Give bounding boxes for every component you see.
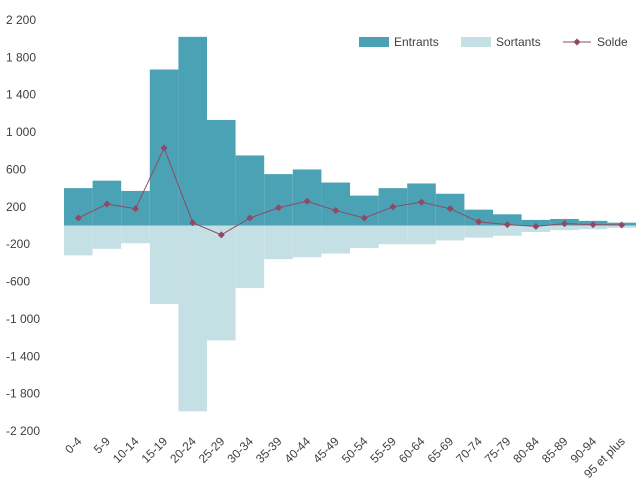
bar-sortants-45-49	[321, 225, 350, 254]
x-tick-label: 15-19	[139, 434, 171, 466]
bar-entrants-75-79	[493, 214, 522, 226]
legend-label-solde: Solde	[597, 35, 628, 49]
solde-point-40-44	[303, 197, 311, 205]
bar-sortants-60-64	[407, 225, 436, 245]
bar-sortants-65-69	[435, 225, 465, 241]
bar-sortants-20-24	[178, 225, 207, 412]
bar-entrants-70-74	[464, 209, 493, 226]
legend-label-sortants: Sortants	[496, 35, 541, 49]
legend-marker-solde	[573, 38, 581, 46]
bar-sortants-0-4	[64, 225, 93, 256]
solde-point-10-14	[132, 205, 139, 213]
x-tick-label: 45-49	[310, 434, 342, 466]
x-tick-label: 40-44	[282, 434, 314, 466]
solde-point-15-19	[160, 144, 168, 152]
y-tick-label: -200	[6, 237, 30, 251]
y-tick-label: -1 400	[6, 349, 40, 363]
x-tick-label: 5-9	[91, 434, 113, 456]
x-tick-label: 20-24	[167, 434, 199, 466]
solde-point-50-54	[360, 214, 368, 222]
y-tick-label: 1 800	[6, 50, 36, 64]
solde-point-95 et plus	[618, 221, 626, 229]
bar-sortants-25-29	[207, 225, 236, 341]
bar-entrants-80-84	[521, 219, 551, 226]
y-tick-label: 1 400	[6, 88, 36, 102]
bar-entrants-40-44	[292, 169, 322, 226]
bar-sortants-70-74	[464, 225, 493, 238]
y-tick-label: 2 200	[6, 13, 36, 27]
x-tick-label: 65-69	[425, 434, 457, 466]
x-tick-label: 50-54	[339, 434, 371, 466]
solde-point-55-59	[389, 203, 397, 211]
solde-point-75-79	[503, 221, 511, 229]
solde-point-45-49	[332, 207, 340, 215]
bar-entrants-35-39	[264, 174, 293, 226]
solde-point-25-29	[217, 231, 225, 239]
bar-sortants-5-9	[92, 225, 122, 249]
bar-sortants-85-89	[550, 225, 579, 231]
solde-point-65-69	[446, 205, 454, 213]
solde-line-layer	[74, 144, 626, 239]
x-tick-label: 80-84	[510, 434, 542, 466]
x-tick-label: 35-39	[253, 434, 285, 466]
x-tick-label: 70-74	[453, 434, 485, 466]
y-tick-label: -600	[6, 275, 30, 289]
y-tick-label: 600	[6, 162, 26, 176]
solde-point-85-89	[561, 220, 568, 228]
solde-point-90-94	[589, 221, 597, 229]
solde-point-0-4	[74, 214, 82, 222]
legend-swatch-entrants	[359, 37, 389, 47]
x-tick-label: 0-4	[62, 434, 84, 456]
y-tick-label: -2 200	[6, 424, 40, 438]
solde-line	[78, 146, 622, 236]
legend: Entrants Sortants Solde	[359, 35, 628, 49]
bar-sortants-15-19	[149, 225, 179, 304]
bar-entrants-45-49	[321, 182, 350, 226]
x-tick-label: 75-79	[482, 434, 514, 466]
bar-entrants-30-34	[235, 155, 265, 226]
solde-point-60-64	[418, 198, 425, 206]
solde-point-35-39	[275, 204, 282, 212]
x-tick-label: 60-64	[396, 434, 428, 466]
bar-sortants-30-34	[235, 225, 265, 289]
x-tick-label: 55-59	[367, 434, 399, 466]
bar-entrants-20-24	[178, 36, 207, 226]
x-tick-label: 30-34	[224, 434, 256, 466]
solde-point-80-84	[532, 222, 540, 230]
x-tick-label: 25-29	[196, 434, 228, 466]
bar-sortants-75-79	[493, 225, 522, 236]
y-tick-label: 1 000	[6, 125, 36, 139]
bar-sortants-40-44	[292, 225, 322, 258]
legend-label-entrants: Entrants	[394, 35, 439, 49]
bars-layer	[64, 36, 636, 412]
solde-point-30-34	[246, 214, 254, 222]
x-tick-label: 85-89	[539, 434, 571, 466]
bar-sortants-50-54	[350, 225, 379, 248]
y-tick-label: -1 800	[6, 387, 40, 401]
x-tick-label: 10-14	[110, 434, 142, 466]
bar-entrants-25-29	[207, 119, 236, 226]
y-tick-label: -1 000	[6, 312, 40, 326]
legend-swatch-sortants	[461, 37, 491, 47]
solde-point-5-9	[103, 200, 111, 208]
y-tick-label: 200	[6, 200, 26, 214]
bar-sortants-35-39	[264, 225, 293, 260]
bar-sortants-55-59	[378, 225, 408, 245]
bar-sortants-10-14	[121, 225, 150, 244]
solde-point-70-74	[475, 218, 483, 226]
solde-point-20-24	[189, 219, 197, 227]
